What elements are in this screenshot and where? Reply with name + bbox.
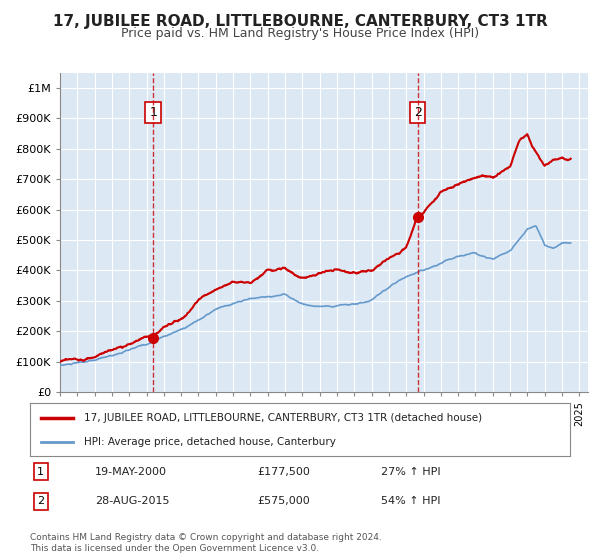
Text: Price paid vs. HM Land Registry's House Price Index (HPI): Price paid vs. HM Land Registry's House … bbox=[121, 27, 479, 40]
Text: 2: 2 bbox=[414, 106, 422, 119]
Text: 2: 2 bbox=[37, 496, 44, 506]
Text: 1: 1 bbox=[37, 467, 44, 477]
Text: 17, JUBILEE ROAD, LITTLEBOURNE, CANTERBURY, CT3 1TR (detached house): 17, JUBILEE ROAD, LITTLEBOURNE, CANTERBU… bbox=[84, 413, 482, 423]
Text: 27% ↑ HPI: 27% ↑ HPI bbox=[381, 467, 440, 477]
Text: 54% ↑ HPI: 54% ↑ HPI bbox=[381, 496, 440, 506]
Text: £575,000: £575,000 bbox=[257, 496, 310, 506]
Text: £177,500: £177,500 bbox=[257, 467, 310, 477]
Text: 1: 1 bbox=[149, 106, 157, 119]
Text: 17, JUBILEE ROAD, LITTLEBOURNE, CANTERBURY, CT3 1TR: 17, JUBILEE ROAD, LITTLEBOURNE, CANTERBU… bbox=[53, 14, 547, 29]
Text: 28-AUG-2015: 28-AUG-2015 bbox=[95, 496, 169, 506]
Text: 19-MAY-2000: 19-MAY-2000 bbox=[95, 467, 167, 477]
Text: Contains HM Land Registry data © Crown copyright and database right 2024.
This d: Contains HM Land Registry data © Crown c… bbox=[30, 533, 382, 553]
Text: HPI: Average price, detached house, Canterbury: HPI: Average price, detached house, Cant… bbox=[84, 437, 336, 447]
